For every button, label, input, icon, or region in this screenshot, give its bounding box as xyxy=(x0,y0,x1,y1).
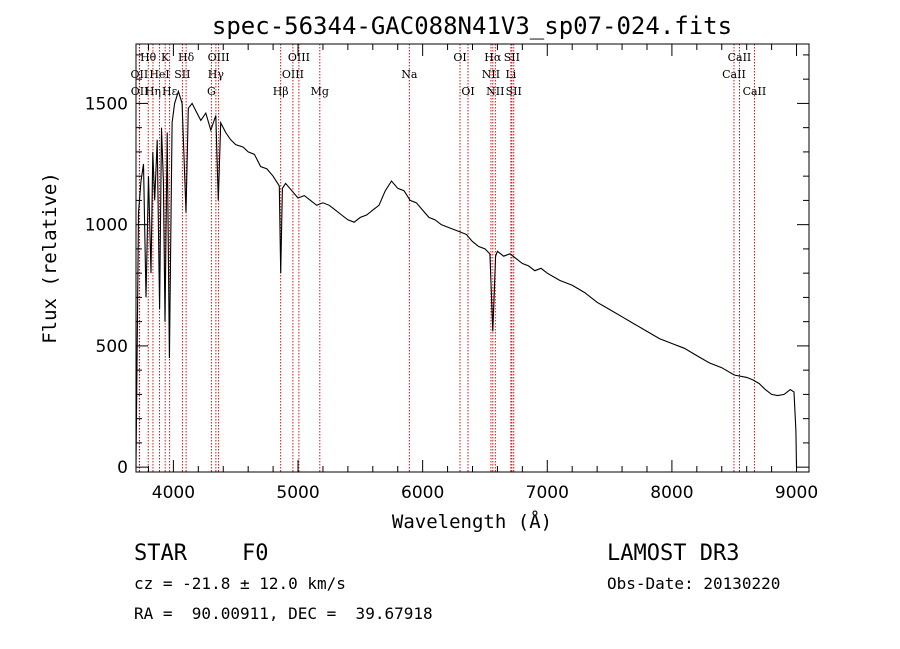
line-label-22: Li xyxy=(505,68,516,81)
line-label-6: Hε xyxy=(162,85,178,98)
line-label-9: G xyxy=(207,85,216,98)
x-tick-label-1: 5000 xyxy=(276,483,319,503)
line-markers xyxy=(138,44,755,472)
plot-frame xyxy=(135,43,810,473)
line-label-7: SII xyxy=(174,68,190,81)
y-axis-ticks: 0 500 1000 1500 xyxy=(85,54,809,478)
line-label-15: Mg xyxy=(311,85,329,98)
line-label-25: CaII xyxy=(722,68,746,81)
line-label-26: CaII xyxy=(728,51,752,64)
line-label-0: Hθ xyxy=(140,51,157,64)
spectrum-chart: spec-56344-GAC088N41V3_sp07-024.fits Hθ O… xyxy=(39,12,818,533)
x-tick-label-0: 4000 xyxy=(152,483,195,503)
x-axis-ticks: 4000 5000 6000 7000 8000 9000 xyxy=(147,44,818,503)
line-label-2: OII xyxy=(131,85,149,98)
line-label-4: HeI xyxy=(149,68,169,81)
line-label-12: Hβ xyxy=(273,85,289,98)
line-label-17: OI xyxy=(453,51,466,64)
line-label-16: Na xyxy=(401,68,418,81)
line-label-11: OIII xyxy=(208,51,230,64)
observation-date: Obs-Date: 20130220 xyxy=(607,574,781,593)
y-tick-label-2: 1000 xyxy=(85,216,128,236)
survey-name: LAMOST DR3 xyxy=(607,541,740,566)
line-label-19: NII xyxy=(482,68,500,81)
line-label-20: NII xyxy=(486,85,504,98)
object-class: STAR xyxy=(134,541,187,566)
y-axis-label: Flux (relative) xyxy=(39,172,61,344)
spectral-subclass: F0 xyxy=(242,541,269,566)
spectrum-line xyxy=(135,89,798,468)
line-label-13: OIII xyxy=(282,68,304,81)
x-tick-label-2: 6000 xyxy=(401,483,444,503)
x-tick-label-3: 7000 xyxy=(526,483,569,503)
line-label-21: Hα xyxy=(484,51,502,64)
line-marker-labels: HθOIIOIIHηHeIKHεSIIHδGHγOIIIHβOIIIOIIIMg… xyxy=(131,51,767,98)
chart-title: spec-56344-GAC088N41V3_sp07-024.fits xyxy=(212,12,732,40)
line-label-3: Hη xyxy=(145,85,161,98)
line-label-8: Hδ xyxy=(178,51,195,64)
line-label-23: SII xyxy=(504,51,520,64)
line-label-27: CaII xyxy=(743,85,767,98)
line-label-10: Hγ xyxy=(208,68,225,81)
line-label-5: K xyxy=(161,51,170,64)
line-label-24: SII xyxy=(506,85,522,98)
y-tick-label-1: 500 xyxy=(96,337,128,357)
y-tick-label-0: 0 xyxy=(117,458,128,478)
line-label-1: OII xyxy=(131,68,149,81)
ra-dec: RA = 90.00911, DEC = 39.67918 xyxy=(134,604,433,623)
line-label-14: OIII xyxy=(288,51,310,64)
y-tick-label-3: 1500 xyxy=(85,94,128,114)
redshift-cz: cz = -21.8 ± 12.0 km/s xyxy=(134,574,346,593)
x-tick-label-5: 9000 xyxy=(775,483,818,503)
x-tick-label-4: 8000 xyxy=(650,483,693,503)
x-axis-label: Wavelength (Å) xyxy=(392,510,552,533)
line-label-18: OI xyxy=(461,85,474,98)
